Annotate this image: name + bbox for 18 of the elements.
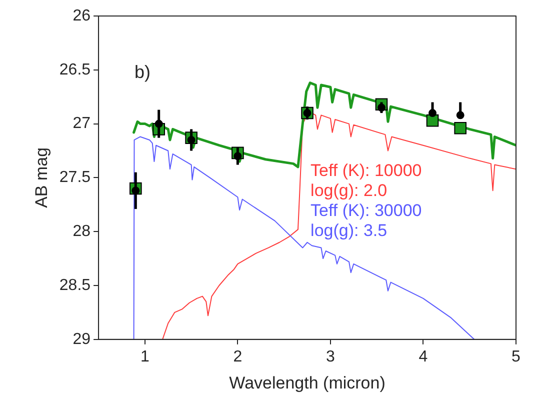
- y-tick-label: 27: [72, 115, 91, 132]
- annotation: b): [134, 62, 151, 82]
- y-tick-label: 26: [72, 7, 91, 24]
- series-label: Teff (K): 30000 log(g): 3.5: [310, 201, 422, 240]
- series-label: Teff (K): 10000 log(g): 2.0: [310, 161, 422, 200]
- y-tick-label: 27.5: [59, 169, 91, 186]
- x-axis-title: Wavelength (micron): [229, 373, 386, 392]
- point: [454, 122, 466, 134]
- y-tick-label: 28: [72, 223, 91, 240]
- x-tick-label: 1: [140, 348, 150, 366]
- y-tick-label: 29: [72, 330, 91, 348]
- y-tick-label: 28.5: [59, 276, 91, 294]
- x-tick-label: 2: [233, 348, 242, 366]
- y-tick-label: 26.5: [59, 61, 91, 78]
- y-axis-title: AB mag: [32, 147, 51, 208]
- x-tick-label: 5: [512, 348, 521, 366]
- x-tick-label: 4: [418, 348, 428, 366]
- x-tick-label: 3: [326, 348, 336, 366]
